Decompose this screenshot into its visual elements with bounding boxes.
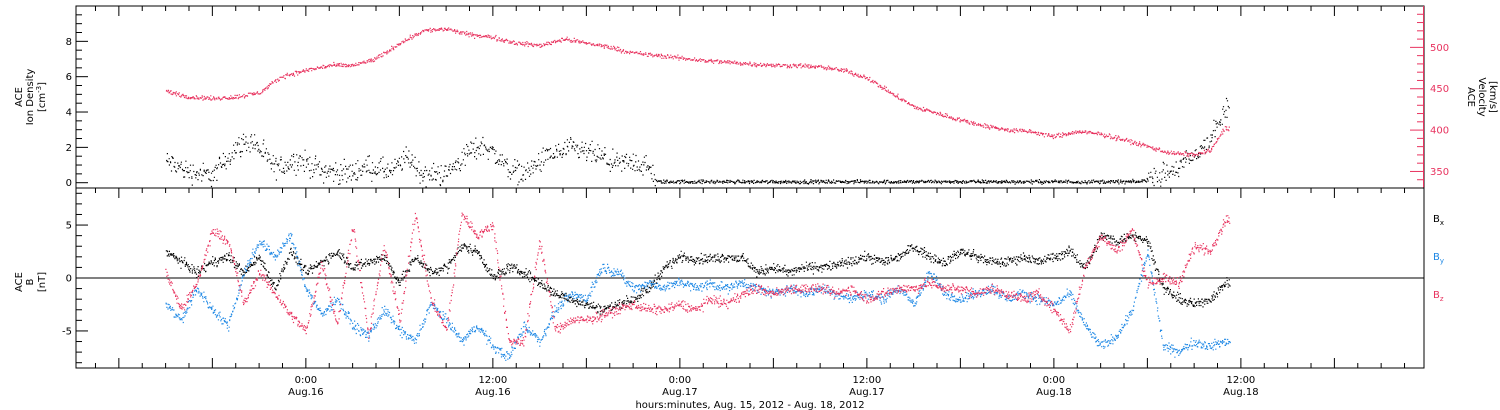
top-left-tick-label: 4	[66, 108, 72, 119]
x-tick-date: Aug.16	[288, 387, 323, 398]
top-left-label-line2: Ion Density	[25, 69, 36, 126]
top-right-tick-label: 500	[1430, 43, 1449, 54]
top-right-tick-label: 400	[1430, 126, 1449, 137]
x-tick-time: 12:00	[478, 375, 507, 386]
bottom-panel-data	[165, 212, 1231, 361]
x-tick-time: 12:00	[1226, 375, 1255, 386]
top-right-label-line2: Velocity	[1476, 77, 1487, 116]
x-tick-time: 0:00	[669, 375, 691, 386]
x-tick-date: Aug.17	[662, 387, 697, 398]
top-series-1-points	[165, 27, 1230, 158]
top-series-0-points	[166, 97, 1230, 188]
top-right-tick-label: 350	[1430, 167, 1449, 178]
bottom-left-unit: [nT]	[37, 272, 48, 292]
bottom-left-tick-label: -5	[62, 326, 72, 337]
top-right-label-line1: ACE	[1465, 87, 1476, 107]
legend-bx: Bx	[1433, 214, 1444, 227]
x-tick-time: 12:00	[852, 375, 881, 386]
top-right-unit: [km/s]	[1487, 81, 1498, 113]
bottom-left-label-line2: B	[25, 278, 36, 285]
legend: Bx By Bz	[1433, 214, 1444, 303]
top-series-0	[166, 97, 1230, 188]
x-tick-date: Aug.16	[475, 387, 510, 398]
time-axis: 0:00Aug.1612:00Aug.160:00Aug.1712:00Aug.…	[94, 6, 1406, 398]
top-panel-data	[165, 27, 1230, 188]
top-left-unit: [cm-3]	[35, 82, 48, 112]
legend-bz: Bz	[1433, 290, 1444, 303]
bottom-left-tick-label: 5	[66, 221, 72, 232]
x-axis-title: hours:minutes, Aug. 15, 2012 - Aug. 18, …	[635, 400, 864, 410]
top-left-tick-label: 2	[66, 143, 72, 154]
top-series-1	[165, 27, 1230, 158]
top-left-label-line1: ACE	[14, 87, 25, 107]
bottom-left-label-line1: ACE	[14, 272, 25, 292]
x-tick-time: 0:00	[295, 375, 317, 386]
x-tick-time: 0:00	[1043, 375, 1065, 386]
x-tick-date: Aug.17	[849, 387, 884, 398]
top-left-tick-label: 6	[66, 72, 72, 83]
top-right-tick-label: 450	[1430, 84, 1449, 95]
top-left-tick-label: 8	[66, 37, 72, 48]
x-tick-date: Aug.18	[1223, 387, 1258, 398]
series-bz-points	[165, 212, 1231, 347]
bottom-left-tick-label: 0	[66, 274, 72, 285]
x-tick-date: Aug.18	[1036, 387, 1071, 398]
legend-by: By	[1433, 252, 1444, 265]
top-right-axis: 350 400 450 500	[1410, 6, 1449, 188]
series-bx	[165, 232, 1231, 315]
series-bx-points	[165, 232, 1231, 315]
bottom-left-axis: -5 0 5	[62, 192, 88, 364]
top-left-axis: 0 2 4 6 8	[66, 14, 88, 189]
series-bz	[165, 212, 1231, 347]
top-left-tick-label: 0	[66, 178, 72, 189]
